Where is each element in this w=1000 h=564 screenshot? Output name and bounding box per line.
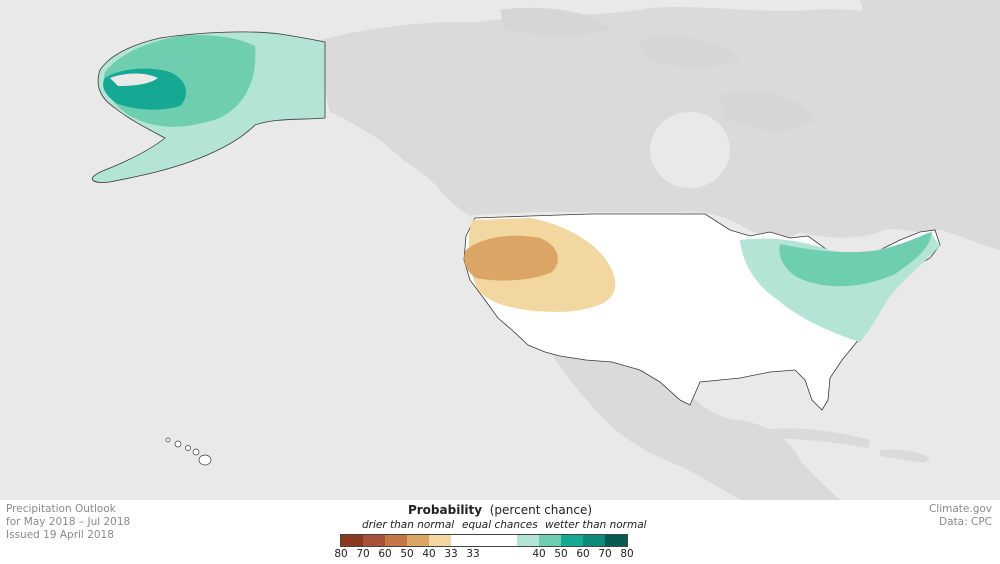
legend-swatch bbox=[451, 535, 517, 546]
legend-swatch bbox=[583, 535, 605, 546]
hawaii bbox=[165, 437, 212, 466]
hudson-bay bbox=[650, 112, 730, 188]
legend-category-equal: equal chances bbox=[462, 519, 538, 531]
outlook-info: Precipitation Outlook for May 2018 – Jul… bbox=[6, 503, 130, 542]
legend-swatch bbox=[407, 535, 429, 546]
legend-tick-label: 33 bbox=[466, 548, 480, 560]
legend-swatch bbox=[429, 535, 451, 546]
legend-tick-label: 50 bbox=[554, 548, 568, 560]
legend-category-wetter: wetter than normal bbox=[545, 519, 647, 531]
legend-tick-label: 50 bbox=[400, 548, 414, 560]
legend-color-bar bbox=[340, 534, 628, 547]
region-drier-40-50 bbox=[464, 235, 558, 281]
legend-swatch bbox=[517, 535, 539, 546]
credit-source: Data: CPC bbox=[939, 516, 992, 528]
legend-title-rest: (percent chance) bbox=[489, 503, 593, 517]
outlook-type: Precipitation Outlook bbox=[6, 503, 116, 515]
legend-title: Probability (percent chance) bbox=[0, 503, 1000, 517]
map bbox=[0, 0, 1000, 500]
arctic-islands bbox=[500, 7, 815, 131]
legend-tick-label: 70 bbox=[356, 548, 370, 560]
legend-title-bold: Probability bbox=[407, 503, 483, 517]
legend-category-drier: drier than normal bbox=[362, 519, 455, 531]
outlook-period: for May 2018 – Jul 2018 bbox=[6, 516, 131, 528]
legend-tick-label: 40 bbox=[422, 548, 436, 560]
legend-swatch bbox=[539, 535, 561, 546]
mexico bbox=[548, 345, 840, 500]
legend-tick-label: 40 bbox=[532, 548, 546, 560]
legend-tick-label: 33 bbox=[444, 548, 458, 560]
legend-tick-label: 60 bbox=[378, 548, 392, 560]
legend-swatch bbox=[363, 535, 385, 546]
credit-site: Climate.gov bbox=[928, 503, 992, 515]
caribbean bbox=[760, 428, 930, 463]
legend-tick-label: 80 bbox=[334, 548, 348, 560]
legend-footer: Precipitation Outlook for May 2018 – Jul… bbox=[0, 500, 1000, 564]
legend-tick-label: 70 bbox=[598, 548, 612, 560]
legend-swatch bbox=[561, 535, 583, 546]
region-wetter-40-50-east bbox=[779, 232, 932, 287]
greenland bbox=[860, 0, 1000, 123]
credits: Climate.gov Data: CPC bbox=[929, 503, 992, 529]
legend-swatch bbox=[341, 535, 363, 546]
legend-tick-label: 80 bbox=[620, 548, 634, 560]
alaska-bay bbox=[110, 73, 158, 86]
legend-swatch bbox=[385, 535, 407, 546]
issue-date: Issued 19 April 2018 bbox=[6, 529, 114, 541]
legend-tick-label: 60 bbox=[576, 548, 590, 560]
legend-swatch bbox=[605, 535, 627, 546]
